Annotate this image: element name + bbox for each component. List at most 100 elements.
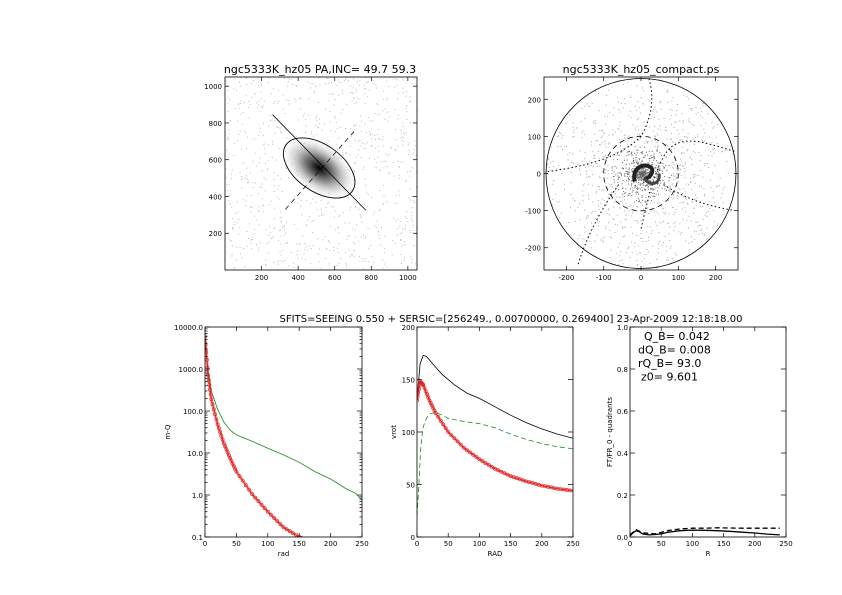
noise-pixel — [409, 100, 411, 102]
noise-pixel — [718, 184, 720, 186]
noise-pixel — [279, 217, 281, 218]
noise-pixel — [619, 255, 621, 257]
noise-pixel — [666, 91, 668, 93]
noise-pixel — [626, 176, 628, 178]
x-tick-label: -100 — [596, 274, 612, 282]
noise-pixel — [245, 77, 247, 79]
noise-pixel — [626, 137, 628, 138]
noise-pixel — [666, 257, 668, 259]
series-point — [471, 452, 476, 457]
noise-pixel — [681, 139, 683, 141]
noise-pixel — [638, 133, 640, 135]
noise-pixel — [711, 155, 713, 157]
noise-pixel — [317, 126, 319, 128]
noise-pixel — [661, 205, 663, 207]
noise-pixel — [359, 98, 361, 100]
noise-pixel — [312, 83, 314, 85]
noise-pixel — [621, 196, 623, 198]
noise-pixel — [723, 186, 725, 188]
noise-pixel — [587, 235, 589, 237]
noise-pixel — [304, 248, 306, 250]
noise-pixel — [650, 155, 652, 156]
noise-pixel — [662, 162, 664, 164]
noise-pixel — [403, 259, 405, 261]
noise-pixel — [239, 227, 241, 229]
noise-pixel — [649, 137, 651, 139]
noise-pixel — [572, 131, 574, 133]
noise-pixel — [402, 125, 404, 127]
noise-pixel — [640, 177, 642, 179]
noise-pixel — [406, 111, 408, 113]
noise-pixel — [587, 183, 589, 185]
y-tick-label: -200 — [525, 245, 541, 253]
noise-pixel — [637, 149, 639, 151]
noise-pixel — [600, 239, 602, 241]
noise-pixel — [611, 169, 613, 171]
noise-pixel — [667, 189, 669, 191]
noise-pixel — [399, 166, 400, 168]
noise-pixel — [623, 226, 625, 228]
noise-pixel — [264, 148, 266, 150]
noise-pixel — [669, 196, 671, 198]
noise-pixel — [320, 199, 322, 201]
noise-pixel — [240, 103, 241, 105]
noise-pixel — [625, 164, 627, 165]
noise-pixel — [641, 260, 643, 262]
noise-pixel — [599, 144, 601, 146]
noise-pixel — [697, 112, 699, 114]
noise-pixel — [657, 183, 659, 184]
noise-pixel — [657, 128, 659, 130]
noise-pixel — [691, 200, 693, 202]
noise-pixel — [677, 170, 679, 171]
series-point — [417, 394, 420, 399]
noise-pixel — [653, 116, 655, 118]
noise-pixel — [230, 173, 232, 175]
noise-pixel — [236, 259, 238, 261]
noise-pixel — [620, 145, 621, 147]
noise-pixel — [386, 80, 388, 82]
series-point — [298, 535, 303, 537]
noise-pixel — [277, 126, 279, 128]
noise-pixel — [662, 212, 664, 214]
noise-pixel — [592, 201, 594, 203]
y-tick-label: -100 — [525, 208, 541, 216]
noise-pixel — [228, 137, 230, 139]
noise-pixel — [317, 238, 319, 240]
noise-pixel — [657, 135, 659, 137]
noise-pixel — [284, 243, 286, 245]
noise-pixel — [705, 143, 707, 144]
noise-pixel — [605, 204, 607, 206]
noise-pixel — [290, 252, 292, 254]
noise-pixel — [411, 262, 413, 264]
noise-pixel — [628, 192, 630, 194]
noise-pixel — [701, 139, 703, 141]
noise-pixel — [328, 240, 330, 242]
noise-pixel — [636, 162, 638, 164]
noise-pixel — [625, 252, 627, 254]
noise-pixel — [660, 101, 662, 103]
noise-pixel — [348, 249, 350, 251]
noise-pixel — [400, 161, 402, 163]
noise-pixel — [657, 144, 659, 146]
noise-pixel — [597, 220, 598, 222]
series-point — [219, 433, 224, 438]
noise-pixel — [656, 171, 658, 172]
noise-pixel — [606, 187, 608, 189]
noise-pixel — [361, 236, 362, 238]
noise-pixel — [267, 167, 268, 169]
noise-pixel — [235, 89, 237, 91]
noise-pixel — [636, 126, 638, 128]
noise-pixel — [317, 127, 319, 129]
noise-pixel — [597, 222, 599, 224]
noise-pixel — [345, 128, 346, 129]
noise-pixel — [632, 158, 634, 160]
noise-pixel — [407, 221, 409, 222]
noise-pixel — [644, 156, 646, 158]
noise-pixel — [324, 123, 325, 125]
noise-pixel — [227, 89, 229, 91]
noise-pixel — [361, 258, 363, 259]
noise-pixel — [708, 210, 710, 212]
noise-pixel — [617, 128, 619, 130]
noise-pixel — [691, 108, 693, 109]
noise-pixel — [631, 137, 633, 139]
